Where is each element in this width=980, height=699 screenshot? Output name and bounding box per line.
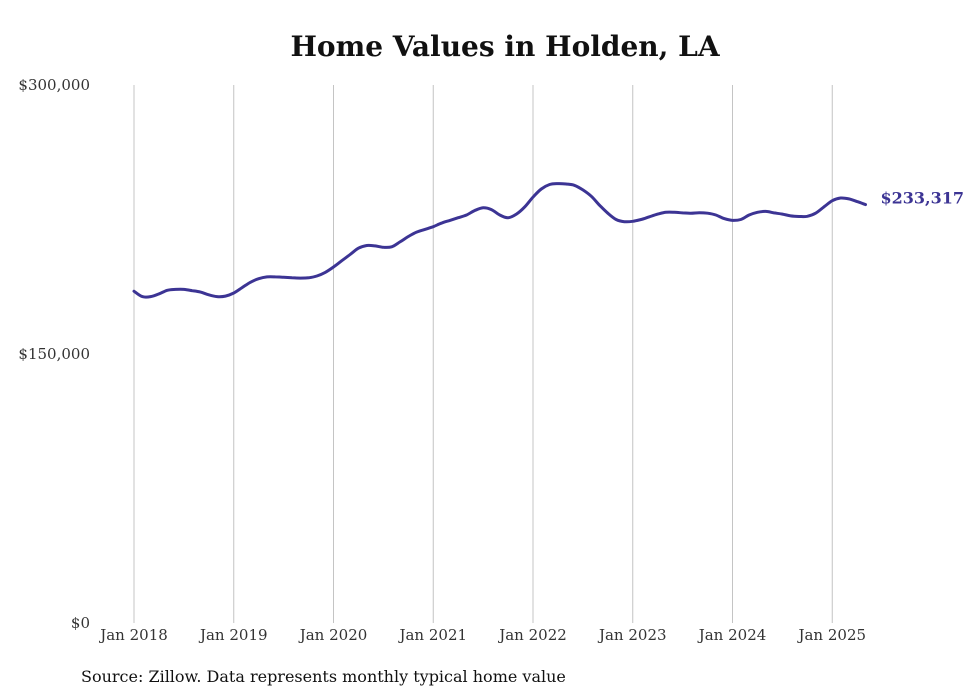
gridlines <box>133 85 833 623</box>
x-tick-label: Jan 2021 <box>397 626 467 644</box>
x-tick-label: Jan 2023 <box>597 626 667 644</box>
x-axis-ticks: Jan 2018 Jan 2019 Jan 2020 Jan 2021 Jan 2022… <box>98 626 866 644</box>
y-tick-label: $0 <box>71 614 90 632</box>
y-axis-ticks: $0 $150,000 $300,000 <box>18 76 90 632</box>
x-tick-label: Jan 2024 <box>697 626 767 644</box>
series-layer: $233,317 <box>132 182 965 299</box>
y-tick-label: $300,000 <box>18 76 90 94</box>
x-tick-label: Jan 2022 <box>497 626 567 644</box>
end-value-label: $233,317 <box>881 189 965 208</box>
series-line <box>132 182 867 299</box>
x-tick-label: Jan 2019 <box>198 626 268 644</box>
x-tick-label: Jan 2020 <box>298 626 368 644</box>
chart-title: Home Values in Holden, LA <box>290 30 720 63</box>
y-tick-label: $150,000 <box>18 345 90 363</box>
x-tick-label: Jan 2018 <box>98 626 168 644</box>
x-tick-label: Jan 2025 <box>796 626 866 644</box>
source-note: Source: Zillow. Data represents monthly … <box>81 667 566 686</box>
